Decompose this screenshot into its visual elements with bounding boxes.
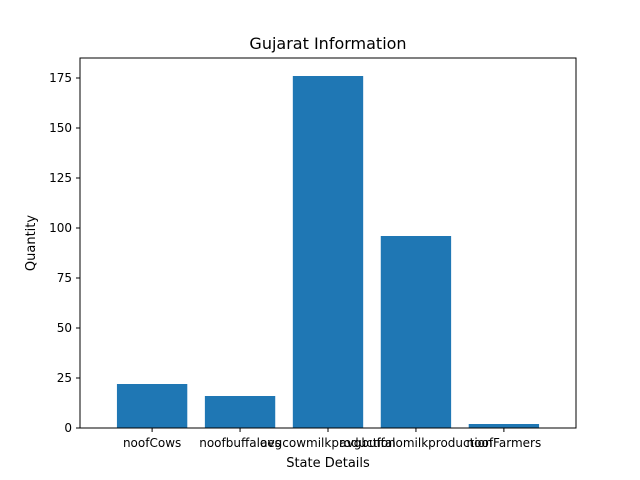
x-axis-label: State Details — [286, 456, 370, 471]
bar-noofFarmers — [468, 424, 540, 428]
chart-title: Gujarat Information — [249, 34, 406, 53]
y-tick-label: 125 — [49, 171, 72, 185]
x-tick-label: noofbuffaloes — [199, 436, 281, 450]
bar-avgcowmilkproduction — [292, 76, 364, 428]
y-axis-label: Quantity — [24, 215, 39, 271]
x-axis: noofCows noofbuffaloesavgcowmilkproductio… — [123, 428, 541, 450]
plot-frame — [79, 57, 577, 429]
x-tick-label: avgcowmilkproduction — [260, 436, 396, 450]
y-tick-label: 50 — [57, 321, 72, 335]
x-tick-label: avgbuffalomilkproduction — [339, 436, 492, 450]
x-tick-label: noofFarmers — [467, 436, 542, 450]
y-tick-label: 75 — [57, 271, 72, 285]
y-tick-label: 150 — [49, 121, 72, 135]
y-tick-label: 175 — [49, 71, 72, 85]
y-tick-label: 100 — [49, 221, 72, 235]
x-tick-label: noofCows — [123, 436, 181, 450]
y-axis: 0 25 50 75 100 125 150 175 — [49, 71, 80, 435]
y-tick-label: 0 — [64, 421, 72, 435]
y-tick-label: 25 — [57, 371, 72, 385]
bars-group — [116, 76, 540, 428]
bar-noofCows — [116, 384, 188, 428]
bar-noofbuffaloes — [204, 396, 276, 428]
bar-avgbuffalomilkproduction — [380, 236, 452, 428]
